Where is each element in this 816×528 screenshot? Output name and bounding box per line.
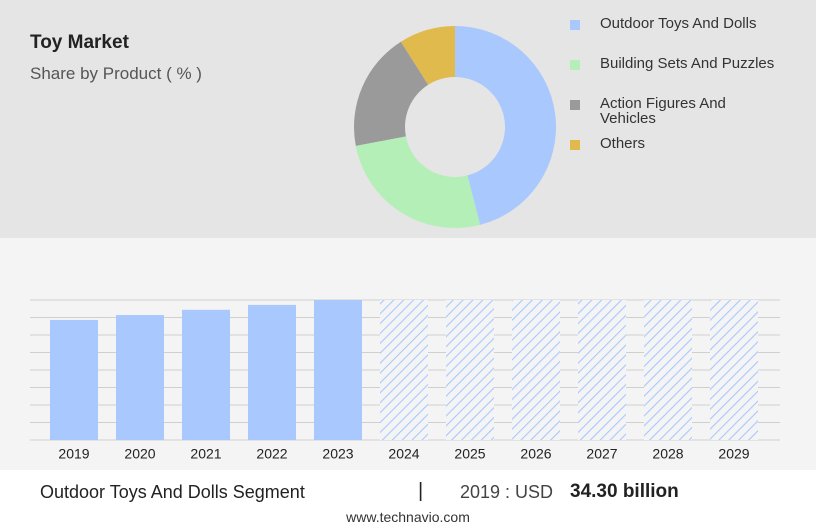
donut-slice [400, 26, 455, 85]
legend-swatch [570, 20, 580, 30]
forecast-placeholder [380, 300, 428, 440]
x-tick-label: 2021 [190, 446, 221, 462]
legend-label: Building Sets And Puzzles [600, 55, 775, 72]
footer-segment: Outdoor Toys And Dolls Segment [40, 482, 305, 502]
footer-prefix: 2019 : USD [460, 482, 554, 502]
x-tick-label: 2022 [256, 446, 287, 462]
source: www.technavio.com [346, 509, 470, 525]
x-tick-label: 2019 [58, 446, 89, 462]
legend-label: Action Figures And Vehicles [600, 95, 726, 127]
x-tick-label: 2025 [454, 446, 485, 462]
forecast-placeholder [512, 300, 560, 440]
forecast-placeholder [710, 300, 758, 440]
legend-label: Others [600, 135, 646, 152]
x-tick-label: 2023 [322, 446, 353, 462]
x-tick-label: 2020 [124, 446, 155, 462]
chart-subtitle: Share by Product ( % ) [30, 64, 202, 83]
legend-swatch [570, 100, 580, 110]
bar [314, 300, 362, 440]
legend-label: Outdoor Toys And Dolls [600, 15, 757, 32]
donut-slice [355, 136, 481, 228]
footer-separator: | [418, 480, 424, 502]
bar [182, 309, 230, 440]
chart-title: Toy Market [30, 32, 129, 53]
x-tick-label: 2024 [388, 446, 419, 462]
forecast-placeholder [446, 300, 494, 440]
donut-slice [455, 26, 556, 225]
legend-swatch [570, 60, 580, 70]
bar [248, 304, 296, 440]
footer-value: 34.30 billion [570, 481, 679, 502]
bar [116, 315, 164, 440]
bar [50, 319, 98, 440]
x-tick-label: 2029 [718, 446, 749, 462]
x-tick-label: 2028 [652, 446, 683, 462]
donut-slice [354, 41, 429, 146]
legend-swatch [570, 140, 580, 150]
forecast-placeholder [578, 300, 626, 440]
forecast-placeholder [644, 300, 692, 440]
x-tick-label: 2027 [586, 446, 617, 462]
x-tick-label: 2026 [520, 446, 551, 462]
